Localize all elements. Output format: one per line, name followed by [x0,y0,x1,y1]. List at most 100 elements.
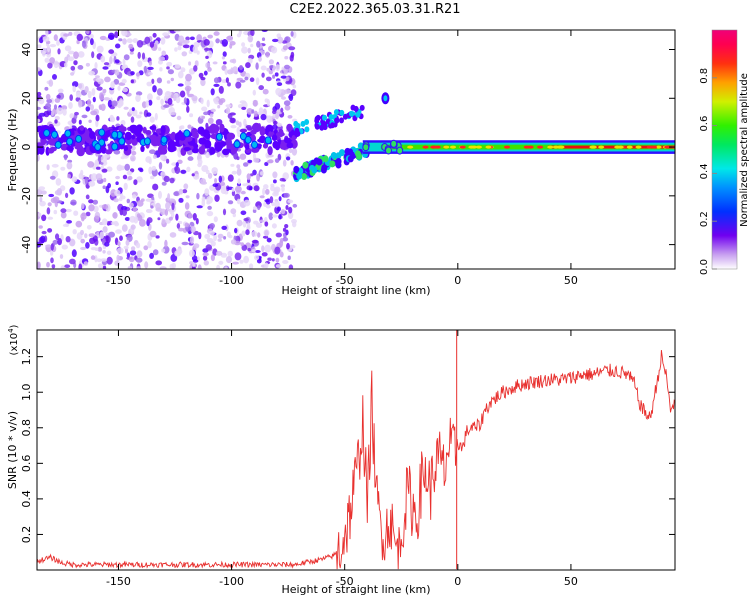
noise-dot [78,119,82,125]
noise-dot [176,115,182,121]
noise-dot [130,155,136,162]
noise-dot [145,156,152,163]
noise-dot [121,209,127,216]
noise-dot [205,152,210,159]
noise-dot [87,161,95,168]
colorbar-tick-label: 0.6 [699,116,710,132]
noise-dot [73,51,79,59]
upper-branch-dot [314,123,320,130]
band-dot [89,131,96,139]
noise-dot [191,173,195,177]
noise-dot [283,192,290,198]
noise-dot [101,218,108,226]
trace-peak [475,145,482,149]
band-dot [123,145,129,152]
noise-dot [104,76,111,83]
noise-dot [207,34,213,39]
noise-dot [162,32,170,37]
band-dot [204,139,212,149]
noise-dot [220,252,228,258]
noise-dot [111,221,115,225]
band-dot [145,130,152,135]
noise-dot [227,250,233,257]
trace-peak [504,145,510,149]
noise-dot [150,205,154,209]
noise-dot [128,202,134,208]
noise-dot [76,39,80,45]
noise-dot [264,244,272,253]
noise-dot [139,111,143,115]
noise-dot [184,202,190,210]
noise-dot [279,177,286,182]
noise-dot [81,114,88,119]
noise-dot [188,61,192,66]
y-tick-label: -20 [20,187,33,205]
noise-dot [192,213,197,221]
noise-dot [102,226,108,233]
noise-dot [57,238,62,246]
noise-dot [103,177,107,183]
band-dot [222,148,230,156]
noise-dot [128,256,135,263]
noise-dot [291,147,298,156]
noise-dot [102,185,106,189]
noise-dot [106,166,113,172]
noise-dot [182,44,190,49]
upper-branch-dot [300,120,306,127]
noise-dot [125,247,128,254]
upper-branch-dot [353,105,359,112]
noise-dot [207,50,213,59]
noise-dot [108,32,115,40]
noise-dot [160,171,166,176]
noise-dot [112,212,118,219]
noise-dot [183,183,189,190]
noise-dot [88,180,96,187]
noise-dot [115,43,121,49]
band-dot [183,147,191,151]
noise-dot [273,179,277,184]
noise-dot [284,105,291,111]
noise-dot [38,212,42,217]
band-highlight [94,143,102,151]
noise-dot [106,256,113,265]
band-highlight [98,128,106,137]
noise-dot [125,239,130,246]
noise-dot [51,264,56,269]
noise-dot [176,223,181,229]
noise-dot [49,175,56,180]
noise-dot [283,100,291,106]
noise-dot [218,99,224,106]
noise-dot [166,91,172,96]
noise-dot [265,76,272,82]
noise-dot [279,251,284,258]
band-dot [140,145,145,152]
noise-dot [45,103,52,109]
noise-dot [281,96,286,100]
noise-dot [133,179,138,186]
noise-dot [126,252,130,258]
noise-dot [262,235,269,239]
noise-dot [60,211,67,219]
noise-dot [131,107,135,112]
band-dot [131,134,136,140]
noise-dot [137,51,141,59]
noise-dot [204,233,211,240]
trace-start-dot [396,146,404,155]
snr-y-ticks: 0.2 0.4 0.6 0.8 1.0 1.2 [20,348,675,543]
noise-dot [241,106,247,110]
noise-dot [114,189,121,197]
noise-dot [250,30,255,37]
noise-dot [267,154,274,158]
trace-peak [590,145,597,149]
noise-dot [282,159,287,167]
noise-dot [53,60,59,69]
noise-dot [108,231,115,238]
noise-dot [217,104,221,109]
noise-dot [218,175,222,183]
noise-dot [75,220,83,228]
noise-dot [88,199,94,204]
colorbar-tick-label: 0.4 [699,163,710,179]
noise-dot [257,232,261,238]
noise-dot [276,82,283,86]
noise-dot [91,88,96,96]
